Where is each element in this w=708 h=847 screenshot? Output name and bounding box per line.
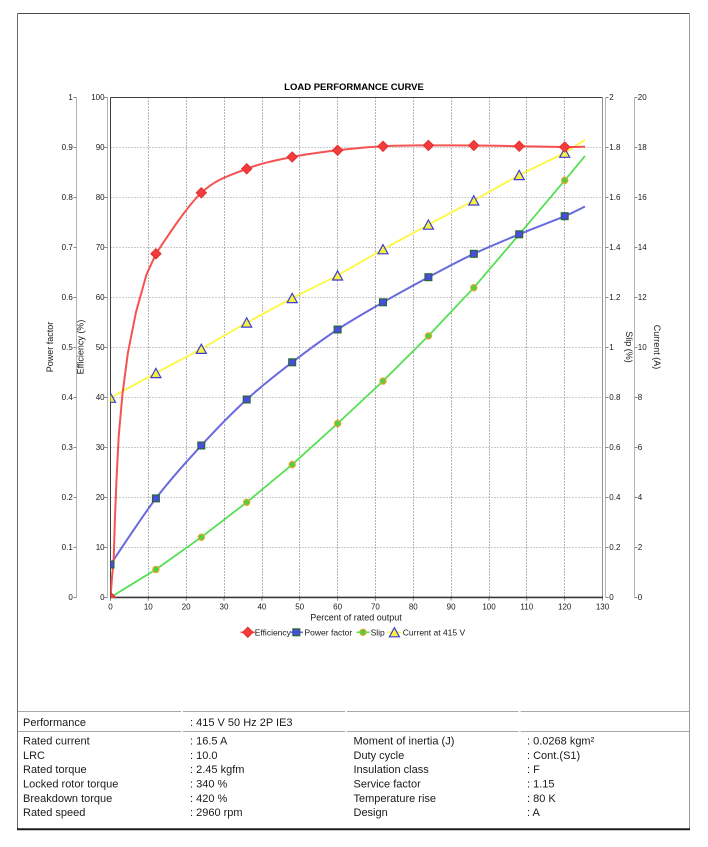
svg-text:1: 1	[68, 93, 73, 102]
svg-text:Percent of rated output: Percent of rated output	[310, 613, 402, 623]
svg-text:0.3: 0.3	[62, 443, 74, 452]
svg-text:40: 40	[96, 393, 105, 402]
svg-text:1: 1	[609, 343, 614, 352]
svg-text:: 415 V 50 Hz 2P IE3: : 415 V 50 Hz 2P IE3	[190, 717, 293, 729]
svg-text:0.2: 0.2	[62, 493, 74, 502]
svg-text:Moment of inertia (J): Moment of inertia (J)	[354, 736, 455, 748]
svg-text:LRC: LRC	[23, 750, 45, 762]
svg-text:: 2.45 kgfm: : 2.45 kgfm	[190, 764, 244, 776]
svg-text:60: 60	[96, 293, 105, 302]
svg-text:10: 10	[144, 603, 153, 612]
svg-text:50: 50	[96, 343, 105, 352]
svg-text:14: 14	[638, 243, 647, 252]
svg-text:Current at 415 V: Current at 415 V	[403, 627, 466, 637]
svg-text:0: 0	[108, 603, 113, 612]
svg-text:0.6: 0.6	[609, 443, 621, 452]
svg-text:70: 70	[371, 603, 380, 612]
svg-text:1.2: 1.2	[609, 293, 621, 302]
svg-text:Rated current: Rated current	[23, 736, 90, 748]
svg-text:Power factor: Power factor	[305, 627, 353, 637]
svg-text:0.2: 0.2	[609, 543, 621, 552]
svg-text:: F: : F	[527, 764, 540, 776]
svg-text:Design: Design	[354, 807, 388, 819]
svg-text:2: 2	[609, 93, 614, 102]
svg-text:6: 6	[638, 443, 643, 452]
svg-text:Insulation class: Insulation class	[354, 764, 430, 776]
svg-text:: 0.0268 kgm²: : 0.0268 kgm²	[527, 736, 595, 748]
svg-text:100: 100	[91, 93, 105, 102]
svg-text:: 80 K: : 80 K	[527, 793, 556, 805]
svg-text:0.8: 0.8	[62, 193, 74, 202]
svg-text:Service factor: Service factor	[354, 779, 422, 791]
svg-text:18: 18	[638, 143, 647, 152]
svg-text:: 16.5 A: : 16.5 A	[190, 736, 228, 748]
svg-text:: A: : A	[527, 807, 541, 819]
svg-text:: 340 %: : 340 %	[190, 779, 228, 791]
svg-text:80: 80	[96, 193, 105, 202]
svg-text:Rated torque: Rated torque	[23, 764, 87, 776]
svg-text:Current (A): Current (A)	[652, 325, 662, 370]
svg-text:0.1: 0.1	[62, 543, 74, 552]
svg-text:80: 80	[409, 603, 418, 612]
svg-text:2: 2	[638, 543, 643, 552]
svg-text:4: 4	[638, 493, 643, 502]
svg-text:1.4: 1.4	[609, 243, 621, 252]
svg-text:Slip (%): Slip (%)	[624, 331, 634, 363]
svg-text:110: 110	[520, 603, 533, 612]
svg-text:0.4: 0.4	[62, 393, 74, 402]
svg-text:60: 60	[333, 603, 342, 612]
svg-text:30: 30	[96, 443, 105, 452]
svg-text:Performance: Performance	[23, 717, 86, 729]
svg-text:Duty cycle: Duty cycle	[354, 750, 405, 762]
svg-text:0.6: 0.6	[62, 293, 74, 302]
svg-text:90: 90	[447, 603, 456, 612]
svg-text:40: 40	[257, 603, 266, 612]
svg-text:: 1.15: : 1.15	[527, 779, 555, 791]
svg-text:LOAD PERFORMANCE CURVE: LOAD PERFORMANCE CURVE	[284, 82, 424, 93]
svg-text:: 10.0: : 10.0	[190, 750, 218, 762]
svg-text:0: 0	[68, 593, 73, 602]
svg-text:Breakdown torque: Breakdown torque	[23, 793, 112, 805]
svg-text:: Cont.(S1): : Cont.(S1)	[527, 750, 580, 762]
svg-text:1.8: 1.8	[609, 143, 621, 152]
svg-text:Rated speed: Rated speed	[23, 807, 85, 819]
svg-text:20: 20	[182, 603, 191, 612]
svg-text:0: 0	[609, 593, 614, 602]
svg-text:16: 16	[638, 193, 647, 202]
svg-text:0: 0	[100, 593, 105, 602]
svg-text:10: 10	[638, 343, 647, 352]
svg-text:0.7: 0.7	[62, 243, 74, 252]
svg-text:: 2960 rpm: : 2960 rpm	[190, 807, 243, 819]
svg-text:0.4: 0.4	[609, 493, 621, 502]
svg-text:0: 0	[638, 593, 643, 602]
svg-text:70: 70	[96, 243, 105, 252]
svg-text:1.6: 1.6	[609, 193, 621, 202]
svg-text:0.9: 0.9	[62, 143, 74, 152]
svg-text:30: 30	[220, 603, 229, 612]
svg-text:Efficiency: Efficiency	[255, 627, 292, 637]
svg-text:90: 90	[96, 143, 105, 152]
svg-text:Temperature rise: Temperature rise	[354, 793, 437, 805]
svg-text:100: 100	[482, 603, 496, 612]
svg-text:Locked rotor torque: Locked rotor torque	[23, 779, 118, 791]
svg-text:0.8: 0.8	[609, 393, 621, 402]
svg-text:20: 20	[96, 493, 105, 502]
svg-text:120: 120	[558, 603, 572, 612]
svg-text:Efficiency (%): Efficiency (%)	[76, 320, 86, 375]
svg-text:Power factor: Power factor	[45, 322, 55, 373]
svg-text:12: 12	[638, 293, 647, 302]
svg-text:10: 10	[96, 543, 105, 552]
svg-text:Slip: Slip	[371, 627, 385, 637]
svg-text:8: 8	[638, 393, 643, 402]
svg-text:20: 20	[638, 93, 647, 102]
svg-text:0.5: 0.5	[62, 343, 74, 352]
svg-text:130: 130	[596, 603, 610, 612]
svg-text:: 420 %: : 420 %	[190, 793, 228, 805]
svg-text:50: 50	[295, 603, 304, 612]
